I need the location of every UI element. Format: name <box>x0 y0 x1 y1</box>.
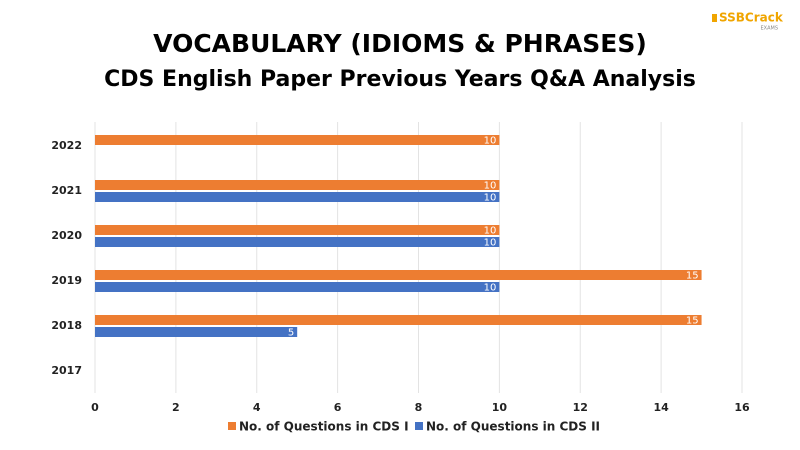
data-label: 15 <box>686 316 699 327</box>
x-tick-label: 12 <box>573 401 588 414</box>
x-tick-label: 10 <box>492 401 508 414</box>
x-tick-label: 4 <box>253 401 261 414</box>
x-tick-label: 6 <box>334 401 342 414</box>
chart-title: VOCABULARY (IDIOMS & PHRASES) <box>153 29 647 58</box>
data-label: 15 <box>686 271 699 282</box>
x-tick-label: 14 <box>653 401 669 414</box>
y-tick-label: 2019 <box>51 274 82 287</box>
data-label: 10 <box>484 181 497 192</box>
data-label: 10 <box>484 193 497 204</box>
bar <box>95 315 702 325</box>
x-tick-label: 2 <box>172 401 180 414</box>
bar <box>95 180 500 190</box>
data-label: 10 <box>484 238 497 249</box>
legend-label: No. of Questions in CDS I <box>239 420 409 434</box>
x-tick-label: 16 <box>734 401 750 414</box>
y-tick-label: 2022 <box>51 139 82 152</box>
legend-label: No. of Questions in CDS II <box>426 420 600 434</box>
logo-sub: EXAMS <box>761 26 779 32</box>
x-tick-label: 0 <box>91 401 99 414</box>
y-tick-label: 2021 <box>51 184 82 197</box>
bar <box>95 225 500 235</box>
data-label: 5 <box>288 328 294 339</box>
bar <box>95 327 298 337</box>
data-label: 10 <box>484 283 497 294</box>
bar <box>95 135 500 145</box>
bar <box>95 270 702 280</box>
y-tick-label: 2020 <box>51 229 82 242</box>
logo-icon <box>712 14 717 22</box>
y-tick-label: 2018 <box>51 319 82 332</box>
legend-swatch <box>415 422 423 430</box>
y-tick-label: 2017 <box>51 364 82 377</box>
data-label: 10 <box>484 136 497 147</box>
bar <box>95 282 500 292</box>
bar <box>95 192 500 202</box>
logo-text: SSBCrack <box>719 11 784 25</box>
data-label: 10 <box>484 226 497 237</box>
x-tick-label: 8 <box>415 401 423 414</box>
legend-swatch <box>228 422 236 430</box>
chart-subtitle: CDS English Paper Previous Years Q&A Ana… <box>104 67 696 92</box>
bar <box>95 237 500 247</box>
